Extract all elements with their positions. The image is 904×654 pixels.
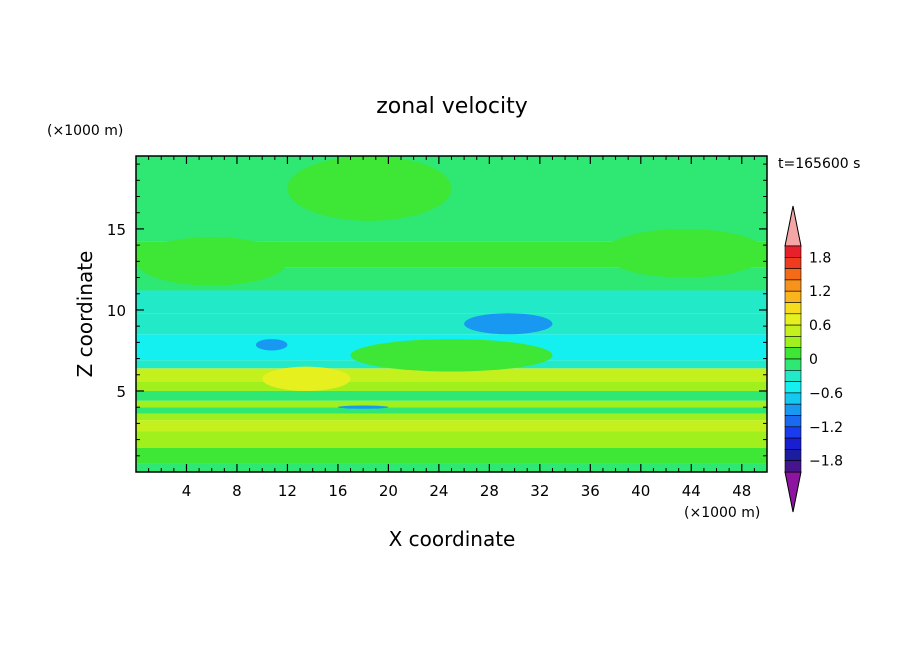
x-tick-label: 28 <box>480 482 499 500</box>
x-tick-label: 36 <box>581 482 600 500</box>
contour-feature <box>136 237 288 286</box>
contour-band <box>136 290 767 314</box>
x-tick-label: 8 <box>232 482 242 500</box>
colorbar-swatch <box>784 392 802 405</box>
x-tick-label: 44 <box>682 482 701 500</box>
contour-feature <box>255 339 288 351</box>
colorbar-swatch <box>784 460 802 473</box>
contour-band <box>136 463 767 472</box>
contour-field <box>136 156 767 472</box>
x-tick-label: 32 <box>530 482 549 500</box>
chart-title: zonal velocity <box>376 94 528 119</box>
x-tick-label: 24 <box>429 482 448 500</box>
contour-band <box>136 447 767 464</box>
colorbar-swatch <box>784 426 802 439</box>
colorbar-swatch <box>784 347 802 360</box>
contour-band <box>136 156 767 197</box>
colorbar-swatch <box>784 415 802 428</box>
colorbar-swatch <box>784 245 802 258</box>
contour-feature <box>337 405 389 409</box>
colorbar: 1.8 1.2 0.6 0 −0.6 −1.2 −1.8 <box>784 205 843 513</box>
contour-band <box>136 420 767 432</box>
colorbar-swatch <box>784 302 802 315</box>
x-tick-label: 16 <box>328 482 347 500</box>
x-axis-label: X coordinate <box>389 527 516 551</box>
contour-band <box>136 267 767 291</box>
colorbar-swatch <box>784 290 802 303</box>
contour-band <box>136 407 767 414</box>
x-tick-label: 48 <box>732 482 751 500</box>
y-tick-label: 5 <box>116 383 126 401</box>
colorbar-tick-label: 0.6 <box>809 318 831 334</box>
colorbar-swatch <box>784 369 802 382</box>
colorbar-tick-label: 1.8 <box>809 250 831 266</box>
colorbar-swatch <box>784 336 802 348</box>
x-axis: 4 8 12 16 20 24 28 32 36 40 44 48 <box>148 156 755 500</box>
colorbar-swatch <box>784 279 802 292</box>
x-tick-label: 20 <box>379 482 398 500</box>
contour-feature <box>350 339 553 372</box>
contour-band <box>136 431 767 448</box>
colorbar-swatch <box>784 437 802 450</box>
contour-feature <box>602 228 767 278</box>
colorbar-swatch <box>784 449 802 461</box>
colorbar-tick-label: 0 <box>809 352 818 368</box>
contour-feature <box>287 156 452 221</box>
colorbar-over-triangle <box>784 205 802 247</box>
contour-feature <box>262 366 351 391</box>
y-tick-label: 15 <box>107 221 126 239</box>
x-tick-label: 12 <box>278 482 297 500</box>
colorbar-swatch <box>784 403 802 416</box>
y-unit-label: (×1000 m) <box>47 123 123 139</box>
y-axis-label: Z coordinate <box>73 251 97 378</box>
colorbar-swatch <box>784 256 802 269</box>
colorbar-tick-label: 1.2 <box>809 284 831 300</box>
x-unit-label: (×1000 m) <box>684 505 760 521</box>
colorbar-tick-label: −1.2 <box>809 420 843 436</box>
contour-band <box>136 413 767 421</box>
contour-band <box>136 313 767 335</box>
colorbar-under-triangle <box>784 471 802 513</box>
contour-band <box>136 400 767 408</box>
colorbar-tick-label: −0.6 <box>809 386 843 402</box>
colorbar-tick-label: −1.8 <box>809 454 843 470</box>
contour-band <box>136 381 767 391</box>
x-tick-label: 40 <box>631 482 650 500</box>
colorbar-swatch <box>784 324 802 337</box>
colorbar-swatch <box>784 313 802 326</box>
colorbar-swatch <box>784 381 802 394</box>
contour-band <box>136 390 767 401</box>
y-axis: 5 10 15 <box>107 163 767 457</box>
y-tick-label: 10 <box>107 302 126 320</box>
colorbar-swatch <box>784 358 802 371</box>
time-label: t=165600 s <box>778 156 860 172</box>
x-tick-label: 4 <box>182 482 192 500</box>
colorbar-swatch <box>784 268 802 281</box>
contour-feature <box>464 313 553 335</box>
